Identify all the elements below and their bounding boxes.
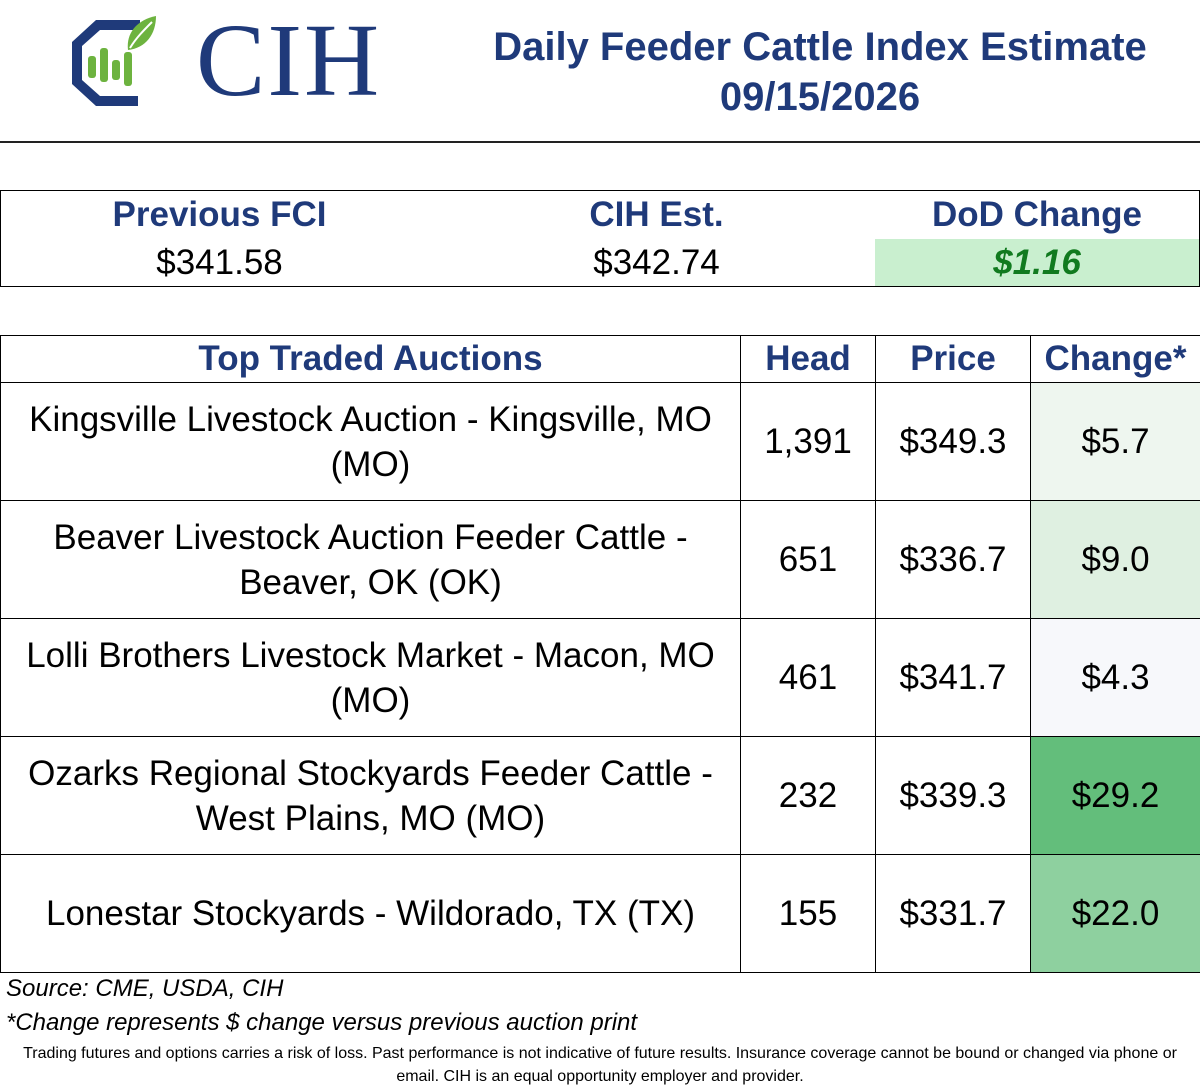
auction-change: $29.2	[1030, 736, 1200, 855]
auction-name: Lolli Brothers Livestock Market - Macon,…	[0, 618, 741, 737]
auction-name: Beaver Livestock Auction Feeder Cattle -…	[0, 500, 741, 619]
page-title: Daily Feeder Cattle Index Estimate	[493, 25, 1147, 69]
source-note: Source: CME, USDA, CIH	[6, 975, 284, 1002]
auction-price: $341.7	[875, 618, 1031, 737]
previous-fci-label: Previous FCI	[112, 195, 327, 234]
dod-change-value: $1.16	[875, 239, 1199, 286]
auction-price: $339.3	[875, 736, 1031, 855]
auction-change: $5.7	[1030, 382, 1200, 501]
header-divider	[0, 141, 1200, 143]
auctions-table: Top Traded Auctions Head Price Change* K…	[0, 335, 1200, 973]
table-header-row: Top Traded Auctions Head Price Change*	[0, 335, 1200, 383]
auction-head: 1,391	[740, 382, 876, 501]
dod-change-label: DoD Change	[932, 195, 1142, 234]
dod-change-column: DoD Change $1.16	[875, 191, 1199, 286]
auction-price: $336.7	[875, 500, 1031, 619]
previous-fci-value: $341.58	[156, 243, 283, 282]
table-row: Lonestar Stockyards - Wildorado, TX (TX)…	[0, 854, 1200, 973]
auction-head: 651	[740, 500, 876, 619]
table-row: Lolli Brothers Livestock Market - Macon,…	[0, 618, 1200, 737]
cih-logo-text: CIH	[196, 3, 382, 118]
cih-logo-icon	[72, 16, 156, 106]
cih-est-label: CIH Est.	[589, 195, 724, 234]
auction-name: Lonestar Stockyards - Wildorado, TX (TX)	[0, 854, 741, 973]
auction-name: Kingsville Livestock Auction - Kingsvill…	[0, 382, 741, 501]
cih-est-value: $342.74	[593, 243, 720, 282]
table-row: Ozarks Regional Stockyards Feeder Cattle…	[0, 736, 1200, 855]
header-change: Change*	[1030, 335, 1200, 383]
header-head: Head	[740, 335, 876, 383]
auction-head: 232	[740, 736, 876, 855]
table-row: Kingsville Livestock Auction - Kingsvill…	[0, 382, 1200, 501]
cih-logo: CIH	[44, 6, 379, 116]
title-block: Daily Feeder Cattle Index Estimate 09/15…	[440, 22, 1200, 122]
previous-fci-column: Previous FCI $341.58	[1, 191, 438, 286]
header: CIH Daily Feeder Cattle Index Estimate 0…	[0, 0, 1200, 143]
report-date: 09/15/2026	[719, 75, 921, 119]
auction-change: $22.0	[1030, 854, 1200, 973]
cih-est-column: CIH Est. $342.74	[438, 191, 875, 286]
header-auctions: Top Traded Auctions	[0, 335, 741, 383]
auction-price: $349.3	[875, 382, 1031, 501]
auction-head: 461	[740, 618, 876, 737]
auction-name: Ozarks Regional Stockyards Feeder Cattle…	[0, 736, 741, 855]
summary-box: Previous FCI $341.58 CIH Est. $342.74 Do…	[0, 190, 1200, 287]
auction-head: 155	[740, 854, 876, 973]
header-price: Price	[875, 335, 1031, 383]
auction-price: $331.7	[875, 854, 1031, 973]
table-row: Beaver Livestock Auction Feeder Cattle -…	[0, 500, 1200, 619]
auction-change: $4.3	[1030, 618, 1200, 737]
auction-change: $9.0	[1030, 500, 1200, 619]
footnotes: Source: CME, USDA, CIH *Change represent…	[6, 972, 1196, 1040]
disclaimer: Trading futures and options carries a ri…	[23, 1045, 1177, 1085]
change-note: *Change represents $ change versus previ…	[6, 1009, 638, 1036]
